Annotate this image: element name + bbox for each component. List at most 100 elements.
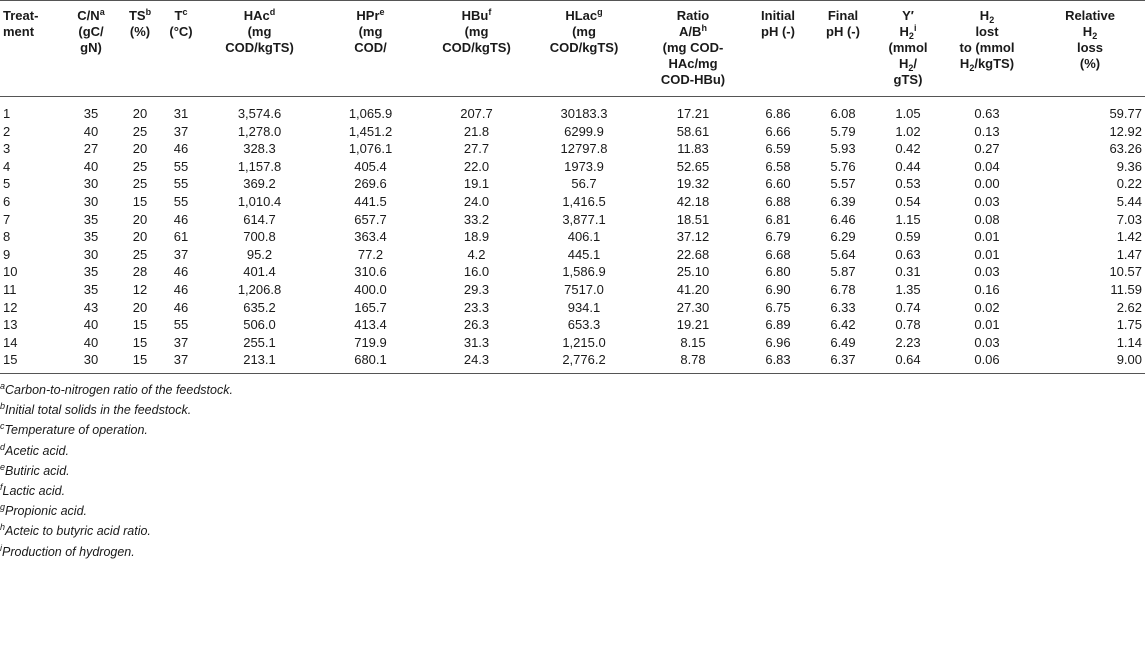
table-cell: 7517.0 (564, 281, 604, 297)
table-cell: 55 (173, 193, 189, 209)
table-cell: 19.32 (676, 176, 710, 192)
table-cell: 0.44 (895, 158, 921, 174)
footnote-mark: a (0, 380, 6, 391)
table-cell: 22.0 (463, 158, 490, 174)
table-row: 9 30 25 37 95.2 77.2 4.2 445.1 22.68 6.68 5.64 0.63… (0, 246, 1145, 264)
table-cell: 63.26 (1109, 141, 1142, 157)
table-cell: 369.2 (243, 176, 276, 192)
table-cell: 445.1 (567, 246, 601, 262)
footnote-text: Lactic acid. (2, 483, 66, 498)
table-cell: 0.63 (974, 106, 1000, 121)
table-cell: 27 (83, 141, 99, 157)
table-cell: 22.68 (676, 246, 710, 262)
table-cell: 1,065.9 (348, 106, 393, 121)
table-cell: 0.78 (895, 317, 921, 333)
table-cell: 269.6 (354, 176, 387, 192)
table-cell: 21.8 (463, 123, 490, 139)
footnote-mark: c (0, 421, 5, 432)
table-cell: 2,776.2 (562, 352, 606, 368)
table-cell: 15 (132, 352, 148, 368)
table-cell: 20 (132, 229, 148, 245)
table-cell: 1,416.5 (562, 193, 606, 209)
table-cell: 405.4 (354, 158, 387, 174)
table-cell: 5.64 (830, 246, 856, 262)
table-cell: 0.53 (895, 176, 921, 192)
table-cell: 255.1 (243, 334, 276, 350)
header-final-ph: Final pH (-) (826, 8, 860, 39)
table-cell: 1,215.0 (562, 334, 606, 350)
table-cell: 6.81 (765, 211, 791, 227)
table-cell: 56.7 (571, 176, 597, 192)
table-cell: 30 (83, 176, 99, 192)
table-cell: 1,451.2 (348, 123, 393, 139)
table-cell: 1 (3, 106, 11, 121)
table-cell: 413.4 (354, 317, 387, 333)
table-cell: 0.74 (895, 299, 921, 315)
table-cell: 0.59 (895, 229, 921, 245)
footnote-text: Acteic to butyric acid ratio. (5, 524, 151, 539)
table-cell: 1,157.8 (237, 158, 282, 174)
table-body: 1 35 20 31 3,574.6 1,065.9 207.7 30183.3 17.21 6.… (0, 97, 1145, 374)
footnote-text: Propionic acid. (5, 504, 88, 519)
table-cell: 0.01 (974, 246, 1000, 262)
header-cn-ratio: C/Na (gC/gN) (77, 7, 105, 56)
table-cell: 43 (83, 299, 99, 315)
header-hbu: HBuf (mg COD/kgTS) (442, 7, 511, 56)
table-cell: 1.42 (1116, 229, 1142, 245)
table-cell: 6.80 (765, 264, 791, 280)
footnotes: aCarbon-to-nitrogen ratio of the feedsto… (0, 374, 1145, 562)
table-cell: 24.0 (463, 193, 490, 209)
table-cell: 0.31 (895, 264, 921, 280)
table-cell: 328.3 (243, 141, 276, 157)
table-cell: 5.76 (830, 158, 856, 174)
table-cell: 1.75 (1116, 317, 1142, 333)
table-cell: 1973.9 (564, 158, 604, 174)
table-cell: 1.14 (1116, 334, 1142, 350)
header-relative-h2-loss: Relative H2 loss (%) (1065, 8, 1115, 71)
table-cell: 5.93 (830, 141, 856, 157)
table-cell: 46 (173, 211, 189, 227)
footnote-text: Acetic acid. (5, 443, 69, 458)
table-cell: 12.92 (1109, 123, 1142, 139)
table-cell: 46 (173, 141, 189, 157)
footnote-mark: d (0, 441, 6, 452)
table-cell: 46 (173, 299, 189, 315)
table-cell: 2 (3, 123, 11, 139)
table-cell: 15 (3, 352, 18, 368)
table-cell: 9.00 (1116, 352, 1142, 368)
table-row: 6 30 15 55 1,010.4 441.5 24.0 1,416.5 42.18 6.88 6… (0, 193, 1145, 211)
table-cell: 7.03 (1116, 211, 1142, 227)
footnote: iProduction of hydrogen. (0, 542, 1145, 562)
table-cell: 35 (83, 106, 99, 121)
footnote-text: Temperature of operation. (4, 423, 148, 438)
table-cell: 59.77 (1109, 106, 1142, 121)
table-cell: 1,010.4 (237, 193, 282, 209)
table-cell: 25 (132, 158, 148, 174)
results-table: Treat-ment C/Na (gC/gN) TSb (%) Tc (°C) HAc… (0, 0, 1145, 374)
footnote-text: Initial total solids in the feedstock. (5, 403, 192, 418)
table-row: 8 35 20 61 700.8 363.4 18.9 406.1 37.12 6.79 6.29 0… (0, 228, 1145, 246)
table-cell: 1,586.9 (562, 264, 606, 280)
table-cell: 52.65 (676, 158, 710, 174)
table-cell: 24.3 (463, 352, 490, 368)
table-cell: 12797.8 (560, 141, 608, 157)
table-cell: 58.61 (676, 123, 710, 139)
table-cell: 9 (3, 246, 11, 262)
table-cell: 0.06 (974, 352, 1000, 368)
table-cell: 6.08 (830, 106, 856, 121)
table-header: Treat-ment C/Na (gC/gN) TSb (%) Tc (°C) HAc… (0, 0, 1145, 97)
table-row: 12 43 20 46 635.2 165.7 23.3 934.1 27.30 6.75 6.33… (0, 299, 1145, 317)
table-cell: 2.62 (1116, 299, 1142, 315)
table-cell: 27.30 (676, 299, 710, 315)
table-cell: 42.18 (676, 193, 710, 209)
table-cell: 6.33 (830, 299, 856, 315)
table-cell: 5.57 (830, 176, 856, 192)
table-cell: 18.51 (676, 211, 710, 227)
table-cell: 406.1 (567, 229, 601, 245)
table-cell: 400.0 (354, 281, 387, 297)
table-cell: 20 (132, 299, 148, 315)
table-cell: 207.7 (460, 106, 493, 121)
table-cell: 55 (173, 317, 189, 333)
table-cell: 12 (3, 299, 18, 315)
table-cell: 719.9 (354, 334, 387, 350)
